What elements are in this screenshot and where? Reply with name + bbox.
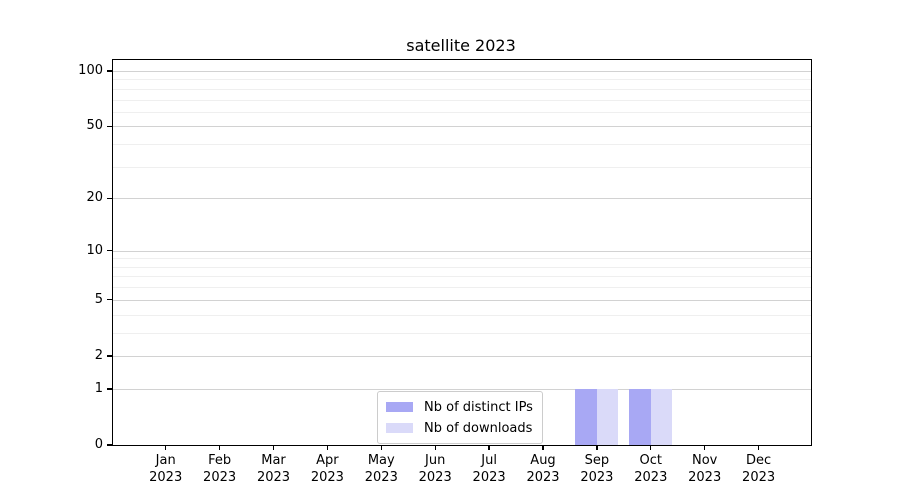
y-tick-label: 5	[94, 291, 103, 307]
x-tick-mark	[272, 445, 275, 450]
y-tick-mark	[107, 197, 112, 199]
legend-swatch-distinct-ips	[386, 402, 413, 412]
gridline-major	[113, 355, 811, 357]
x-tick-label: Sep 2023	[565, 452, 629, 486]
x-tick-month: Nov	[692, 453, 718, 468]
x-tick-year: 2023	[203, 470, 237, 485]
x-tick-mark	[704, 445, 706, 450]
x-tick-label: Oct 2023	[619, 452, 683, 486]
x-tick-label: Nov 2023	[673, 452, 737, 486]
x-tick-month: Mar	[261, 453, 286, 468]
legend: Nb of distinct IPs Nb of downloads	[377, 391, 543, 444]
x-tick-month: Jul	[481, 453, 497, 468]
x-tick-month: Sep	[584, 453, 610, 468]
gridline-major	[113, 388, 811, 390]
y-tick-label: 0	[94, 437, 103, 452]
bar	[596, 388, 619, 445]
y-tick-label: 50	[86, 118, 103, 134]
y-tick-mark	[107, 125, 112, 128]
x-tick-mark	[757, 445, 760, 450]
legend-item-downloads: Nb of downloads	[386, 418, 533, 438]
y-tick-label: 10	[86, 242, 103, 258]
x-tick-label: Mar 2023	[242, 452, 306, 486]
x-tick-month: Dec	[746, 453, 772, 468]
y-tick-mark	[107, 299, 112, 301]
legend-label-distinct-ips: Nb of distinct IPs	[424, 399, 533, 415]
gridline-major	[113, 126, 811, 128]
x-tick-mark	[488, 445, 490, 450]
legend-swatch-downloads	[386, 423, 413, 433]
gridline-major	[113, 71, 811, 72]
x-tick-mark	[596, 445, 598, 450]
x-tick-year: 2023	[472, 470, 506, 485]
x-tick-mark	[434, 445, 436, 450]
x-tick-mark	[218, 445, 221, 450]
x-tick-month: Feb	[208, 453, 232, 468]
x-tick-year: 2023	[418, 470, 452, 485]
x-tick-year: 2023	[149, 470, 183, 485]
gridline-major	[113, 198, 811, 200]
x-tick-month: Apr	[316, 453, 339, 468]
gridline-minor	[113, 314, 811, 316]
x-tick-year: 2023	[634, 470, 668, 485]
gridline-minor	[113, 144, 811, 146]
y-tick-mark	[107, 444, 112, 446]
y-tick-mark	[107, 70, 112, 72]
x-tick-month: Aug	[530, 453, 556, 468]
x-tick-year: 2023	[580, 470, 614, 485]
y-tick-label: 1	[94, 380, 103, 396]
gridline-major	[113, 299, 811, 301]
x-tick-month: Jan	[155, 453, 176, 468]
bar	[575, 388, 597, 445]
gridline-minor	[113, 258, 811, 260]
x-tick-label: May 2023	[349, 452, 413, 486]
x-tick-mark	[165, 445, 167, 450]
x-tick-year: 2023	[742, 470, 776, 485]
x-tick-year: 2023	[364, 470, 398, 485]
gridline-minor	[113, 99, 811, 101]
y-tick-label: 20	[86, 190, 103, 206]
gridline-minor	[113, 166, 811, 168]
x-tick-year: 2023	[526, 470, 560, 485]
gridline-major	[113, 250, 811, 252]
gridline-minor	[113, 79, 811, 81]
gridline-minor	[113, 88, 811, 90]
x-tick-mark	[326, 445, 329, 450]
x-tick-month: May	[367, 453, 395, 468]
plot-area: Nb of distinct IPs Nb of downloads 0 1 2 5 1…	[78, 59, 812, 485]
chart-title: satellite 2023	[406, 36, 516, 55]
y-tick-mark	[107, 388, 112, 390]
gridline-minor	[113, 287, 811, 289]
legend-item-distinct-ips: Nb of distinct IPs	[386, 397, 533, 417]
gridline-minor	[113, 111, 811, 113]
x-tick-month: Oct	[639, 453, 663, 468]
x-tick-label: Jul 2023	[457, 452, 521, 486]
bar	[650, 388, 673, 445]
y-tick-mark	[107, 355, 112, 357]
bar	[629, 388, 651, 445]
x-tick-label: Jun 2023	[403, 452, 467, 486]
y-tick-label: 100	[78, 63, 103, 78]
x-tick-year: 2023	[310, 470, 344, 485]
x-tick-mark	[542, 445, 544, 450]
legend-label-downloads: Nb of downloads	[424, 420, 533, 436]
y-tick-mark	[107, 249, 112, 252]
y-tick-label: 2	[94, 347, 103, 363]
gridline-minor	[113, 332, 811, 334]
x-tick-label: Jan 2023	[134, 452, 198, 486]
x-tick-mark	[380, 445, 382, 450]
gridline-minor	[113, 266, 811, 268]
x-tick-label: Aug 2023	[511, 452, 575, 486]
x-tick-label: Apr 2023	[295, 452, 359, 486]
x-tick-year: 2023	[256, 470, 291, 485]
x-tick-label: Dec 2023	[727, 452, 791, 486]
gridline-minor	[113, 276, 811, 278]
x-tick-label: Feb 2023	[188, 452, 252, 486]
x-tick-year: 2023	[688, 470, 722, 485]
x-tick-month: Jun	[425, 453, 446, 468]
x-tick-mark	[650, 445, 652, 450]
